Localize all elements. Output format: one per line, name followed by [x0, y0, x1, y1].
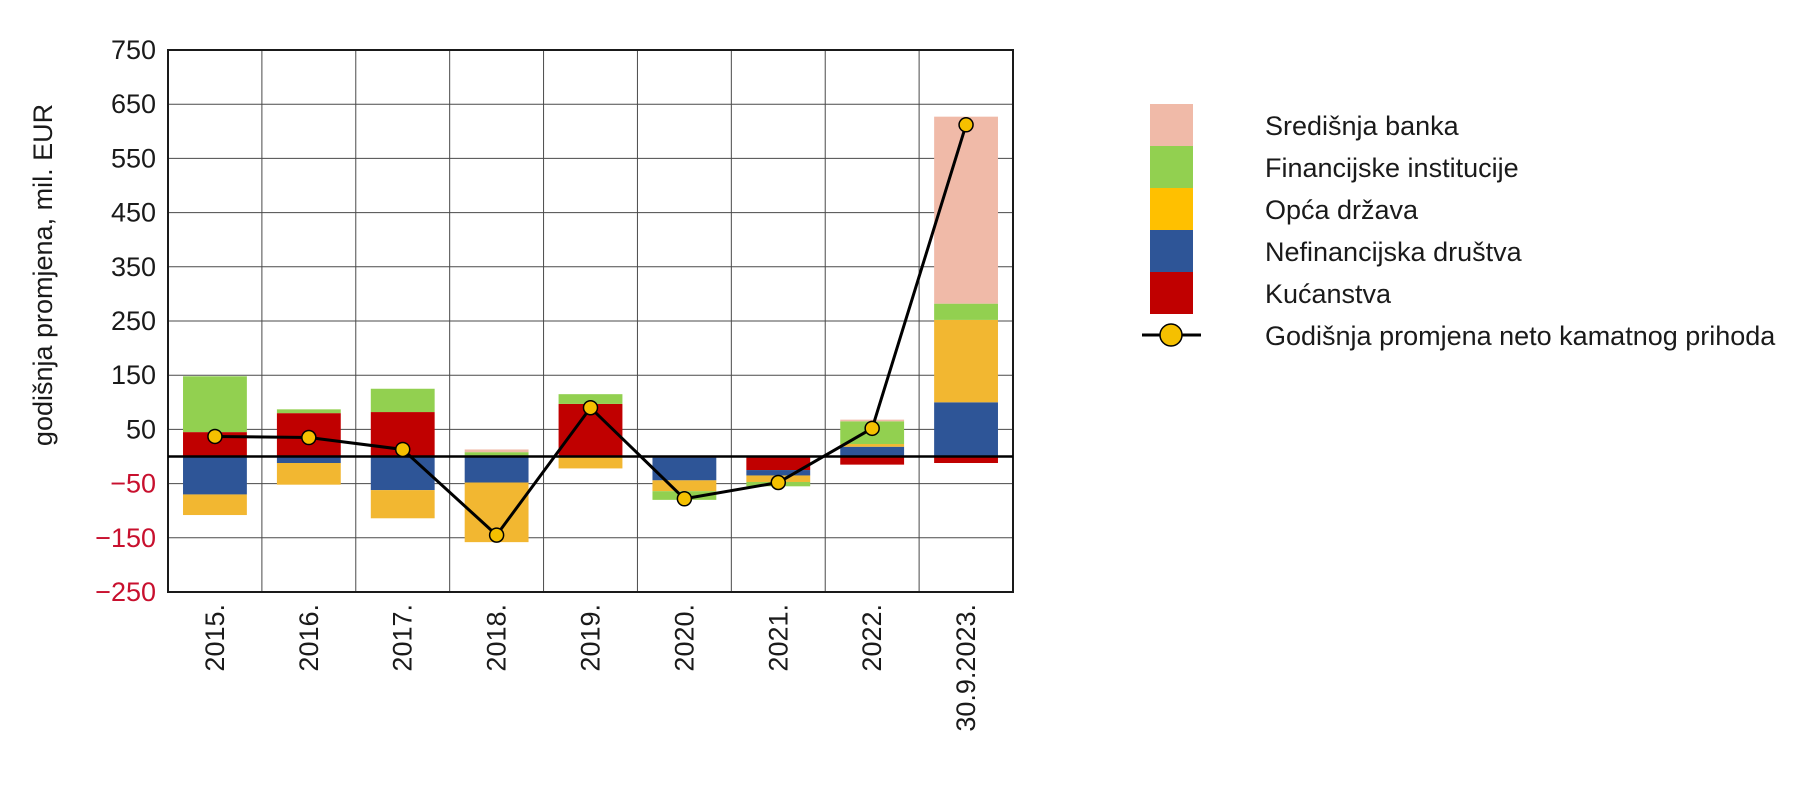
bar-op-a-dr-ava-0: [183, 494, 247, 516]
bar-sredi-nja-banka-3: [464, 449, 529, 453]
legend-swatch-1: [1150, 146, 1193, 188]
legend-label: Središnja banka: [1265, 111, 1460, 141]
y-tick-label: 550: [111, 143, 156, 173]
x-tick-label: 2019.: [576, 604, 606, 672]
y-tick-label: 250: [111, 306, 156, 336]
line-point-6: [770, 474, 787, 491]
bar-sredi-nja-banka-8: [934, 116, 998, 304]
y-tick-label: 750: [111, 35, 156, 65]
y-tick-label: −50: [110, 469, 156, 499]
line-point-0: [207, 428, 223, 445]
y-tick-label: 350: [111, 252, 156, 282]
y-tick-label: 650: [111, 89, 156, 119]
y-tick-label: 50: [126, 414, 156, 444]
bar-ku-anstva-7: [840, 456, 905, 465]
legend-swatch-0: [1150, 104, 1193, 146]
legend-swatch-4: [1150, 272, 1193, 314]
bar-financijske-institucije-3: [464, 452, 529, 456]
x-tick-label: 2018.: [482, 604, 512, 672]
x-tick-label: 2016.: [294, 604, 324, 672]
bar-ku-anstva-8: [934, 456, 998, 464]
bar-op-a-dr-ava-4: [558, 456, 623, 469]
legend: Središnja banka Financijske institucije Op…: [1142, 104, 1776, 351]
legend-label: Financijske institucije: [1265, 153, 1519, 183]
bar-nefinancijska-dru-tva-6: [746, 470, 811, 476]
bar-financijske-institucije-2: [370, 388, 435, 413]
legend-marker-swatch: [1159, 323, 1183, 347]
bar-op-a-dr-ava-5: [652, 480, 717, 492]
line-point-3: [488, 527, 505, 543]
legend-label: Opća država: [1265, 195, 1419, 225]
y-axis-label: godišnja promjena, mil. EUR: [28, 104, 58, 446]
legend-swatch-2: [1150, 188, 1193, 230]
bar-op-a-dr-ava-2: [370, 490, 435, 519]
bar-nefinancijska-dru-tva-1: [276, 456, 341, 464]
bar-nefinancijska-dru-tva-2: [370, 456, 435, 491]
plot-frame: [167, 49, 1014, 593]
bar-financijske-institucije-0: [183, 376, 247, 433]
line-point-1: [301, 429, 317, 446]
line-point-2: [394, 441, 411, 458]
bar-nefinancijska-dru-tva-0: [183, 456, 247, 495]
bar-op-a-dr-ava-7: [840, 444, 905, 447]
legend-label: Nefinancijska društva: [1265, 237, 1523, 267]
line-series: [207, 117, 974, 543]
legend-swatch-3: [1150, 230, 1193, 272]
line-point-5: [676, 491, 693, 507]
bar-sredi-nja-banka-7: [840, 419, 905, 422]
x-tick-label: 30.9.2023.: [951, 604, 981, 732]
bar-nefinancijska-dru-tva-8: [934, 402, 998, 457]
y-tick-label: −250: [95, 577, 156, 607]
bar-ku-anstva-6: [746, 456, 811, 471]
grid: [167, 49, 1014, 593]
bar-financijske-institucije-4: [558, 394, 623, 404]
x-tick-label: 2022.: [857, 604, 887, 672]
x-tick-label: 2020.: [669, 604, 699, 672]
line-point-8: [958, 117, 974, 133]
x-tick-label: 2015.: [200, 604, 230, 672]
bar-op-a-dr-ava-8: [934, 319, 998, 403]
x-axis-ticks: 2015. 2016. 2017. 2018. 2019. 2020. 2021. 2022.…: [200, 604, 981, 732]
bar-financijske-institucije-8: [934, 303, 998, 320]
bar-op-a-dr-ava-1: [276, 463, 341, 485]
bar-financijske-institucije-1: [276, 409, 341, 414]
line-point-7: [864, 420, 880, 437]
y-tick-label: 150: [111, 360, 156, 390]
line-point-4: [582, 399, 599, 416]
bar-nefinancijska-dru-tva-7: [840, 446, 905, 457]
y-tick-label: 450: [111, 198, 156, 228]
y-axis-ticks: 750 650 550 450 350 250 150 50 −50 −150 −250: [95, 35, 156, 607]
bars: [183, 116, 998, 543]
legend-label: Godišnja promjena neto kamatnog prihoda: [1265, 321, 1776, 351]
bar-nefinancijska-dru-tva-3: [464, 456, 529, 483]
x-tick-label: 2017.: [388, 604, 418, 672]
y-tick-label: −150: [95, 523, 156, 553]
x-tick-label: 2021.: [763, 604, 793, 672]
legend-label: Kućanstva: [1265, 279, 1392, 309]
bar-nefinancijska-dru-tva-5: [652, 457, 717, 481]
